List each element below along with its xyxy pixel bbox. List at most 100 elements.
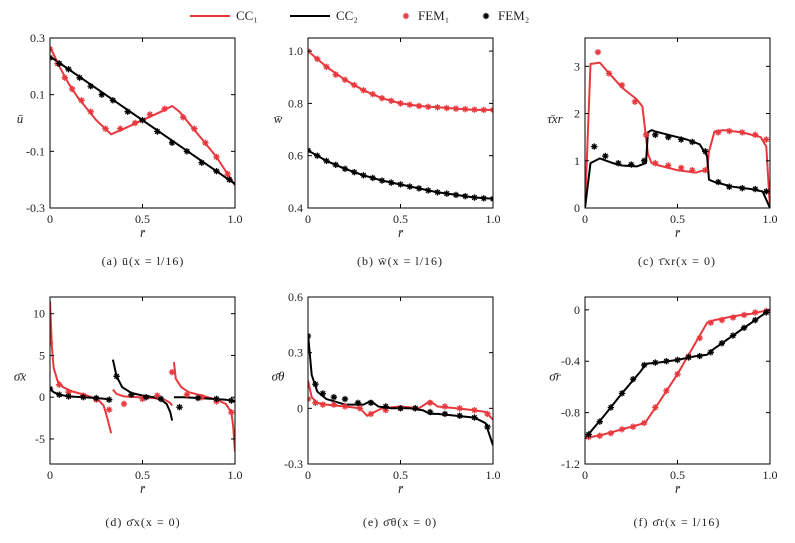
data-point <box>226 176 233 183</box>
legend-entry-4: FEM₂ <box>482 8 529 23</box>
y-tick-label: -5 <box>35 432 45 446</box>
data-point <box>631 98 639 105</box>
data-point <box>642 131 650 139</box>
data-point <box>213 395 220 403</box>
panel-d: 0 0.5 1.0 10 5 0 -5 r̄ σ̄x <box>14 296 243 496</box>
data-point <box>354 399 362 406</box>
x-tick-label: 0.5 <box>135 468 150 482</box>
data-point <box>228 409 235 416</box>
data-point <box>607 429 615 437</box>
data-point <box>480 195 487 202</box>
data-point <box>87 108 94 115</box>
data-point <box>752 185 759 193</box>
y-tick-label: 10 <box>33 307 45 321</box>
y-tick-label: 0.4 <box>288 201 303 215</box>
data-point <box>739 129 746 136</box>
data-point <box>602 152 609 160</box>
data-point <box>224 170 231 178</box>
y-tick-label: 0.6 <box>288 149 303 163</box>
y-tick-label: 0.8 <box>288 96 303 110</box>
data-point <box>213 153 220 161</box>
data-point <box>702 148 709 155</box>
x-tick-label: 1.0 <box>228 468 243 482</box>
y-tick-label: -1.2 <box>561 457 580 471</box>
data-point <box>183 391 191 398</box>
plot-area <box>50 301 235 452</box>
y-axis-label: τ̄xr <box>547 111 563 126</box>
caption-a: (a) ū(x = l/16) <box>101 254 185 268</box>
x-tick-label: 1.0 <box>228 212 243 226</box>
data-point <box>319 401 326 408</box>
data-point <box>585 431 592 438</box>
series-markers-3 <box>308 332 491 431</box>
data-point <box>696 334 703 342</box>
data-point <box>652 131 659 139</box>
x-tick-label: 0 <box>305 212 311 226</box>
y-tick-label: 0 <box>297 401 303 415</box>
data-point <box>56 391 63 398</box>
data-point <box>718 316 726 324</box>
plot-area <box>585 307 770 441</box>
data-point <box>462 105 469 113</box>
data-point <box>69 85 76 93</box>
data-point <box>406 183 413 190</box>
data-point <box>763 188 770 195</box>
data-point <box>341 76 349 84</box>
data-point <box>139 395 146 403</box>
y-tick-label: 3 <box>574 59 580 73</box>
y-tick-label: -0.3 <box>284 457 303 471</box>
data-point <box>618 390 626 397</box>
data-point <box>367 399 375 406</box>
legend-label: CC₁ <box>236 8 258 23</box>
data-point <box>729 314 737 321</box>
x-tick-label: 1.0 <box>486 468 501 482</box>
data-point <box>124 108 131 115</box>
data-point <box>685 354 692 361</box>
data-point <box>228 397 235 404</box>
data-point <box>715 178 722 186</box>
data-point <box>113 373 120 380</box>
data-point <box>78 97 85 104</box>
data-point <box>330 394 338 401</box>
data-point <box>183 148 191 155</box>
data-point <box>65 393 72 400</box>
data-point <box>406 101 413 108</box>
data-point <box>154 392 161 399</box>
data-point <box>674 356 681 364</box>
x-tick-label: 0.5 <box>393 212 408 226</box>
data-point <box>425 187 432 194</box>
data-point <box>109 97 117 104</box>
panel-e: 0 0.5 1.00.60.30-0.3r̄σ̄θ <box>272 290 501 496</box>
data-point <box>397 100 404 107</box>
data-point <box>726 183 733 190</box>
data-point <box>425 103 432 110</box>
axes-frame <box>584 37 771 209</box>
data-point <box>618 426 626 433</box>
data-point <box>426 399 434 406</box>
y-axis-label: σ̄x <box>14 369 26 384</box>
data-point <box>628 161 635 168</box>
x-axis-label: r̄ <box>675 225 681 240</box>
y-tick-label: -0.3 <box>26 201 45 215</box>
data-point <box>443 190 450 197</box>
data-point <box>378 94 386 102</box>
y-tick-label: -0.1 <box>26 144 45 158</box>
series-line-5 <box>173 396 235 403</box>
data-point <box>484 423 491 431</box>
x-axis-label: r̄ <box>140 225 146 240</box>
data-point <box>323 63 330 70</box>
axes-frame <box>307 296 494 465</box>
data-point <box>87 82 94 90</box>
data-point <box>65 65 72 73</box>
y-tick-label: 0.1 <box>30 88 45 102</box>
data-point <box>596 432 603 439</box>
series-line-2 <box>172 361 235 452</box>
x-tick-label: 0.5 <box>393 468 408 482</box>
data-point <box>56 381 63 388</box>
y-axis-label: ū <box>17 111 24 126</box>
data-point <box>434 189 441 196</box>
data-point <box>665 162 672 169</box>
data-point <box>388 97 395 104</box>
data-point <box>143 394 150 401</box>
